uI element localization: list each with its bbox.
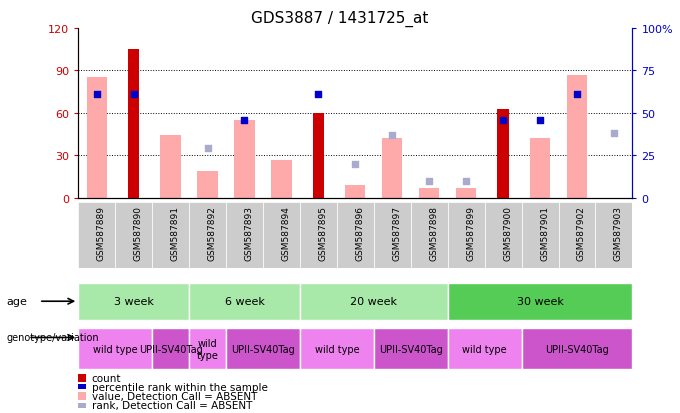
Bar bbox=[337, 202, 374, 268]
Bar bbox=[411, 202, 447, 268]
Point bbox=[498, 117, 509, 123]
Text: value, Detection Call = ABSENT: value, Detection Call = ABSENT bbox=[92, 391, 257, 401]
Bar bbox=[498, 109, 509, 198]
Bar bbox=[447, 283, 632, 320]
Text: UPII-SV40Tag: UPII-SV40Tag bbox=[139, 344, 203, 354]
Bar bbox=[567, 76, 587, 198]
Bar bbox=[485, 202, 522, 268]
Bar bbox=[226, 202, 263, 268]
Text: wild type: wild type bbox=[315, 344, 359, 354]
Bar bbox=[300, 202, 337, 268]
Text: wild type: wild type bbox=[93, 344, 137, 354]
Text: GSM587896: GSM587896 bbox=[355, 206, 364, 261]
Bar bbox=[374, 202, 411, 268]
Text: count: count bbox=[92, 373, 121, 383]
Text: GSM587901: GSM587901 bbox=[540, 206, 549, 261]
Bar bbox=[300, 283, 447, 320]
Text: GSM587902: GSM587902 bbox=[577, 206, 586, 261]
Point bbox=[313, 92, 324, 98]
Bar bbox=[189, 202, 226, 268]
Text: 6 week: 6 week bbox=[224, 297, 265, 306]
Bar bbox=[522, 202, 558, 268]
Bar bbox=[235, 121, 254, 198]
Bar bbox=[197, 171, 218, 198]
Text: GSM587894: GSM587894 bbox=[282, 206, 290, 261]
Point bbox=[460, 178, 471, 185]
Bar bbox=[78, 329, 152, 369]
Bar bbox=[374, 329, 447, 369]
Text: GSM587899: GSM587899 bbox=[466, 206, 475, 261]
Bar bbox=[447, 329, 522, 369]
Bar bbox=[115, 202, 152, 268]
Bar bbox=[456, 188, 476, 198]
Bar bbox=[558, 202, 596, 268]
Text: GSM587893: GSM587893 bbox=[245, 206, 254, 261]
Text: GSM587900: GSM587900 bbox=[503, 206, 512, 261]
Text: UPII-SV40Tag: UPII-SV40Tag bbox=[231, 344, 295, 354]
Bar bbox=[189, 329, 226, 369]
Text: age: age bbox=[7, 297, 28, 306]
Text: 3 week: 3 week bbox=[114, 297, 154, 306]
Bar bbox=[522, 329, 632, 369]
Point bbox=[239, 117, 250, 123]
Bar bbox=[86, 78, 107, 198]
Text: GSM587897: GSM587897 bbox=[392, 206, 401, 261]
Text: genotype/variation: genotype/variation bbox=[7, 332, 99, 343]
Bar bbox=[345, 185, 365, 198]
Text: GSM587889: GSM587889 bbox=[97, 206, 105, 261]
Point bbox=[202, 146, 213, 152]
Text: UPII-SV40Tag: UPII-SV40Tag bbox=[379, 344, 443, 354]
Bar bbox=[530, 139, 550, 198]
Bar bbox=[313, 114, 324, 198]
Point bbox=[534, 117, 545, 123]
Point bbox=[571, 92, 582, 98]
Point bbox=[128, 92, 139, 98]
Bar bbox=[152, 202, 189, 268]
Bar bbox=[78, 202, 115, 268]
Text: GSM587890: GSM587890 bbox=[133, 206, 143, 261]
Text: UPII-SV40Tag: UPII-SV40Tag bbox=[545, 344, 609, 354]
Text: 20 week: 20 week bbox=[350, 297, 397, 306]
Text: percentile rank within the sample: percentile rank within the sample bbox=[92, 382, 268, 392]
Bar bbox=[78, 283, 189, 320]
Point bbox=[424, 178, 435, 185]
Bar bbox=[382, 139, 403, 198]
Text: GDS3887 / 1431725_at: GDS3887 / 1431725_at bbox=[252, 10, 428, 26]
Text: wild
type: wild type bbox=[197, 338, 218, 360]
Text: wild type: wild type bbox=[462, 344, 507, 354]
Bar bbox=[128, 50, 139, 198]
Point bbox=[609, 131, 619, 137]
Text: GSM587895: GSM587895 bbox=[318, 206, 327, 261]
Bar bbox=[226, 329, 300, 369]
Text: 30 week: 30 week bbox=[517, 297, 564, 306]
Bar bbox=[263, 202, 300, 268]
Bar bbox=[300, 329, 374, 369]
Bar bbox=[189, 283, 300, 320]
Bar bbox=[447, 202, 485, 268]
Bar bbox=[596, 202, 632, 268]
Point bbox=[350, 161, 360, 168]
Text: GSM587891: GSM587891 bbox=[171, 206, 180, 261]
Text: rank, Detection Call = ABSENT: rank, Detection Call = ABSENT bbox=[92, 400, 252, 410]
Bar bbox=[419, 188, 439, 198]
Bar bbox=[271, 160, 292, 198]
Point bbox=[91, 92, 102, 98]
Bar bbox=[152, 329, 189, 369]
Text: GSM587903: GSM587903 bbox=[614, 206, 623, 261]
Bar bbox=[160, 136, 181, 198]
Text: GSM587892: GSM587892 bbox=[207, 206, 216, 261]
Text: GSM587898: GSM587898 bbox=[429, 206, 438, 261]
Point bbox=[387, 132, 398, 139]
